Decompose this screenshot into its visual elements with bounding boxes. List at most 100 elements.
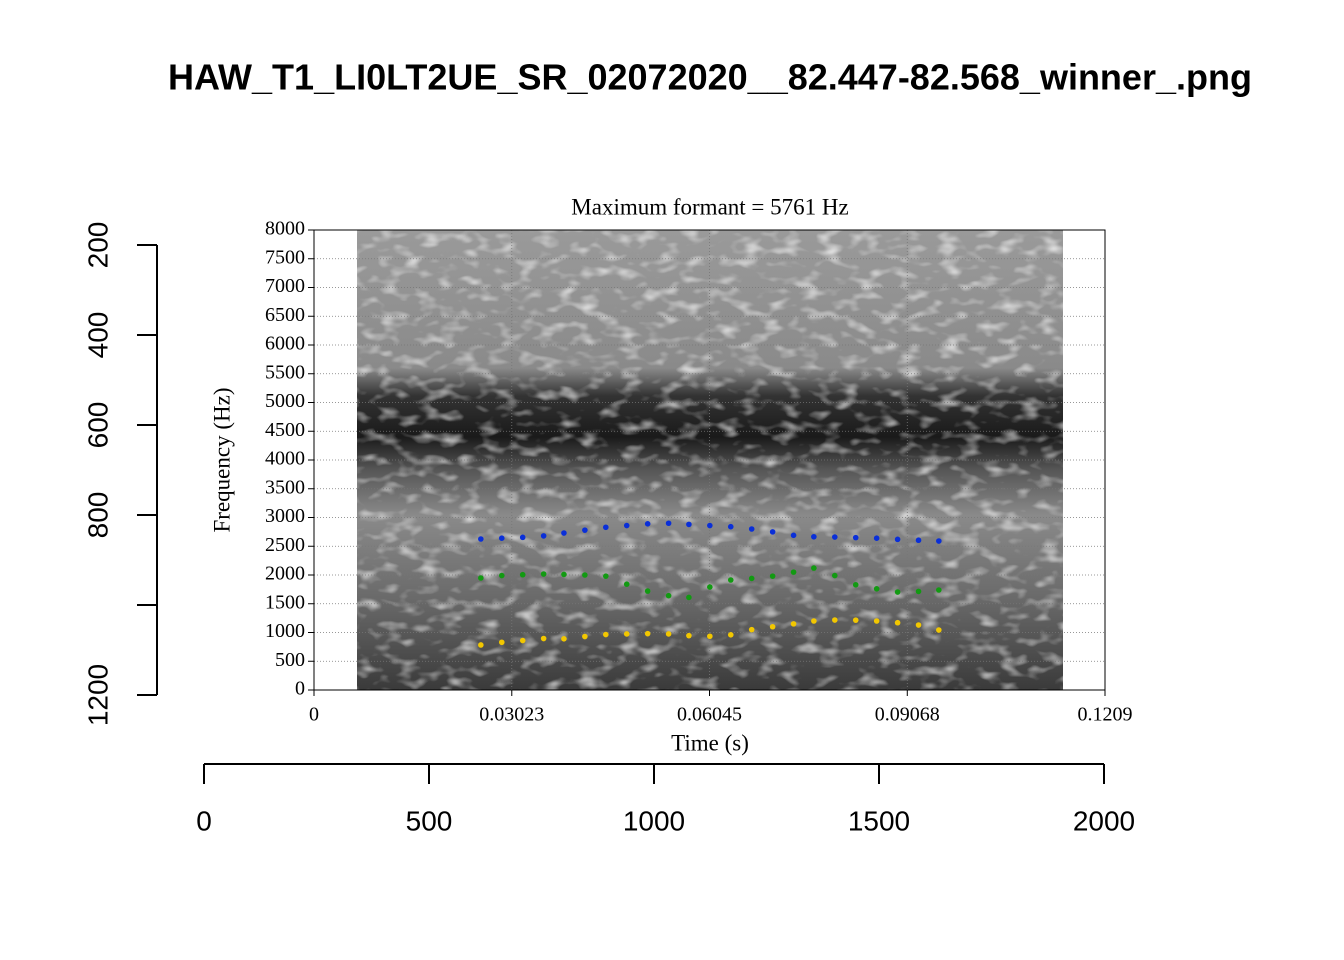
- formant-point: [852, 581, 859, 588]
- y-tick-label: 1200: [82, 664, 113, 726]
- formant-point: [478, 575, 484, 581]
- formant-point: [602, 573, 609, 579]
- x-tick-label: 0.09068: [875, 704, 940, 726]
- formant-point: [707, 522, 713, 529]
- y-tick-label: 2500: [265, 534, 305, 556]
- y-tick-label: 600: [82, 402, 113, 449]
- formant-point: [707, 584, 713, 590]
- formant-point: [686, 594, 692, 601]
- formant-point: [936, 538, 942, 544]
- formant-point: [936, 587, 942, 593]
- x-tick-label: 1500: [848, 805, 910, 836]
- y-tick-label: 6000: [265, 333, 305, 355]
- x-tick-label: 0.1209: [1078, 704, 1133, 726]
- formant-point: [519, 637, 526, 644]
- formant-point: [478, 642, 484, 648]
- y-tick-label: 200: [82, 222, 113, 269]
- formant-point: [561, 636, 567, 642]
- y-tick-label: 4000: [265, 448, 305, 470]
- y-tick-label: 1500: [265, 591, 305, 613]
- y-tick-label: 3000: [265, 505, 305, 527]
- formant-point: [519, 534, 526, 541]
- y-tick-label: 0: [295, 678, 305, 700]
- formant-point: [665, 631, 672, 637]
- x-tick-label: 0.03023: [479, 704, 544, 726]
- formant-point: [811, 533, 817, 540]
- formant-point: [686, 521, 692, 528]
- formant-point: [894, 589, 901, 595]
- formant-point: [727, 577, 734, 583]
- x-axis-label: Time (s): [671, 730, 749, 755]
- formant-point: [602, 524, 609, 531]
- formant-point: [873, 618, 880, 624]
- formant-point: [665, 592, 672, 599]
- y-tick-label: 5500: [265, 361, 305, 383]
- formant-point: [915, 622, 922, 628]
- formant-point: [936, 627, 942, 633]
- y-tick-label: 8000: [265, 218, 305, 240]
- y-axis-label: Frequency (Hz): [209, 388, 234, 533]
- formant-point: [519, 571, 526, 578]
- y-tick-label: 400: [82, 312, 113, 359]
- formant-point: [561, 530, 567, 536]
- formant-point: [665, 520, 672, 527]
- formant-point: [644, 630, 651, 637]
- y-tick-label: 4500: [265, 419, 305, 441]
- formant-point: [623, 522, 630, 529]
- formant-point: [498, 535, 505, 541]
- formant-point: [602, 631, 609, 638]
- y-tick-label: 800: [82, 492, 113, 539]
- formant-point: [915, 537, 922, 544]
- formant-point: [894, 536, 901, 543]
- formant-point: [707, 633, 713, 640]
- y-tick-label: 2000: [265, 563, 305, 585]
- y-tick-label: 5000: [265, 390, 305, 412]
- formant-point: [831, 534, 838, 540]
- plot-title: Maximum formant = 5761 Hz: [571, 194, 848, 219]
- y-tick-label: 6500: [265, 304, 305, 326]
- formant-point: [582, 527, 588, 533]
- formant-point: [852, 534, 859, 541]
- formant-point: [769, 623, 776, 630]
- formant-point: [582, 633, 588, 640]
- formant-point: [623, 631, 630, 637]
- x-tick-label: 0: [196, 805, 212, 836]
- formant-point: [748, 526, 755, 532]
- formant-point: [644, 588, 651, 594]
- formant-point: [478, 536, 484, 542]
- formant-point: [769, 573, 776, 579]
- formant-point: [748, 626, 755, 633]
- x-tick-label: 500: [406, 805, 453, 836]
- formant-point: [540, 533, 547, 539]
- y-tick-label: 7000: [265, 275, 305, 297]
- y-tick-label: 500: [275, 649, 305, 671]
- figure-title: HAW_T1_LI0LT2UE_SR_02072020__82.447-82.5…: [168, 57, 1252, 98]
- x-tick-label: 0: [309, 704, 319, 726]
- formant-point: [727, 523, 734, 530]
- y-tick-label: 7500: [265, 246, 305, 268]
- formant-point: [790, 569, 797, 575]
- formant-point: [790, 621, 797, 627]
- formant-point: [790, 532, 797, 539]
- formant-point: [831, 572, 838, 579]
- formant-point: [540, 571, 547, 577]
- formant-point: [811, 618, 817, 624]
- formant-point: [540, 635, 547, 642]
- formant-point: [915, 588, 922, 595]
- x-tick-label: 2000: [1073, 805, 1135, 836]
- formant-point: [852, 617, 859, 623]
- formant-point: [686, 632, 692, 639]
- formant-point: [498, 639, 505, 646]
- formant-point: [644, 521, 651, 527]
- formant-point: [811, 565, 817, 571]
- x-tick-label: 0.06045: [677, 704, 742, 726]
- formant-point: [561, 571, 567, 578]
- formant-point: [727, 632, 734, 638]
- x-tick-label: 1000: [623, 805, 685, 836]
- formant-point: [873, 586, 880, 592]
- formant-point: [748, 575, 755, 582]
- formant-point: [831, 617, 838, 623]
- y-tick-label: 1000: [265, 620, 305, 642]
- formant-point: [498, 572, 505, 579]
